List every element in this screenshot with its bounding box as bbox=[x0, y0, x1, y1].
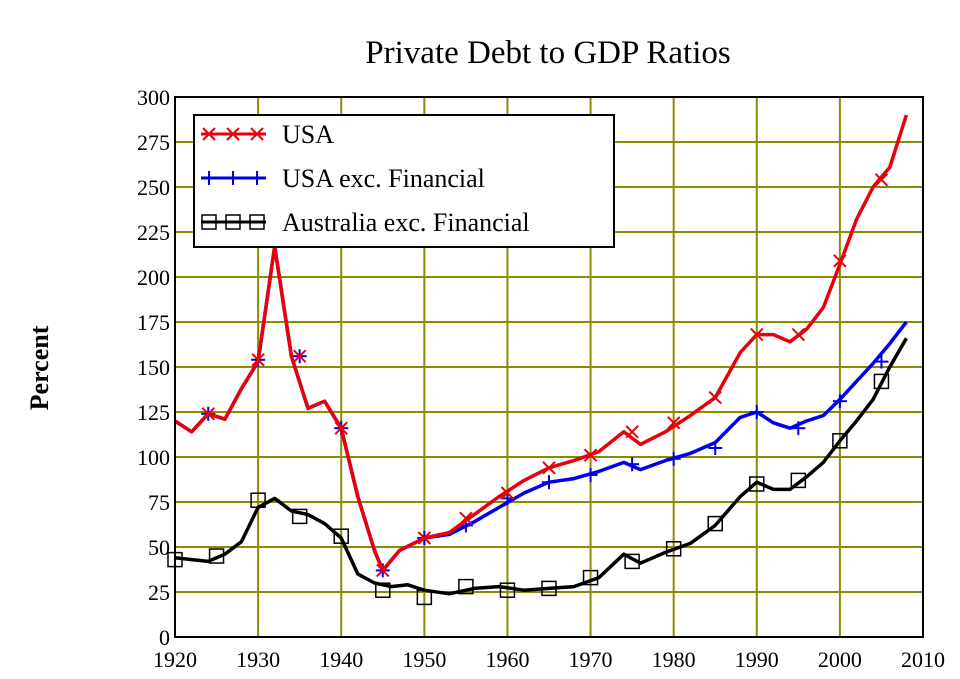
series-lines bbox=[167, 114, 909, 606]
data-point bbox=[542, 461, 556, 475]
data-point bbox=[292, 349, 307, 363]
data-point bbox=[291, 508, 308, 525]
data-point bbox=[251, 353, 265, 367]
legend: USA USA exc. Financial Australia exc. Fina… bbox=[193, 114, 615, 248]
data-point bbox=[499, 582, 516, 598]
legend-label: Australia exc. Financial bbox=[282, 208, 530, 237]
data-point bbox=[624, 553, 640, 570]
data-point bbox=[625, 425, 639, 439]
y-tick-label: 225 bbox=[137, 220, 170, 245]
series-australia-exc-financial bbox=[167, 337, 908, 606]
data-point bbox=[666, 416, 681, 430]
legend-marker bbox=[249, 214, 265, 230]
data-point bbox=[458, 578, 474, 595]
x-tick-label: 1950 bbox=[402, 647, 446, 672]
data-point bbox=[500, 486, 515, 500]
data-point bbox=[874, 354, 889, 369]
data-point bbox=[333, 528, 349, 544]
data-point bbox=[750, 327, 764, 342]
series-line bbox=[174, 337, 908, 596]
y-axis-ticks: 0 25 50 75 100 125 150 175 200 225 250 275 300 bbox=[137, 85, 170, 650]
y-tick-label: 100 bbox=[137, 445, 170, 470]
legend-item: USA exc. Financial bbox=[201, 164, 485, 193]
data-point bbox=[708, 390, 722, 405]
y-tick-label: 75 bbox=[148, 490, 170, 515]
x-tick-label: 1920 bbox=[153, 647, 197, 672]
y-tick-label: 50 bbox=[148, 535, 170, 560]
legend-item: Australia exc. Financial bbox=[201, 208, 530, 237]
data-point bbox=[541, 580, 557, 597]
data-point bbox=[833, 254, 847, 268]
series-line bbox=[174, 114, 909, 573]
data-point bbox=[208, 548, 225, 564]
y-tick-label: 200 bbox=[137, 265, 170, 290]
data-point bbox=[708, 441, 723, 455]
data-point bbox=[790, 472, 807, 489]
data-point bbox=[749, 405, 764, 419]
data-point bbox=[250, 492, 266, 508]
legend-marker bbox=[226, 171, 240, 185]
data-point bbox=[583, 468, 598, 482]
data-point bbox=[582, 569, 599, 586]
data-point bbox=[832, 394, 847, 409]
series-usa bbox=[174, 114, 909, 578]
data-point bbox=[416, 589, 433, 606]
data-point bbox=[832, 433, 848, 449]
data-point bbox=[201, 407, 215, 421]
chart-title: Private Debt to GDP Ratios bbox=[365, 35, 730, 71]
legend-marker bbox=[201, 214, 217, 230]
data-point bbox=[542, 475, 556, 490]
data-point bbox=[749, 476, 765, 492]
y-tick-label: 250 bbox=[137, 175, 170, 200]
y-tick-label: 25 bbox=[148, 580, 170, 605]
data-point bbox=[625, 457, 640, 472]
data-point bbox=[459, 511, 473, 525]
data-point bbox=[666, 451, 681, 466]
data-point bbox=[665, 541, 682, 557]
x-tick-label: 1940 bbox=[319, 647, 363, 672]
legend-marker bbox=[250, 127, 264, 141]
data-point bbox=[375, 582, 391, 598]
x-axis-ticks: 1920 1930 1940 1950 1960 1970 1980 1990 2000 2010 bbox=[153, 647, 945, 672]
legend-marker bbox=[225, 214, 241, 230]
legend-marker bbox=[250, 171, 264, 185]
data-point bbox=[791, 421, 806, 436]
data-point bbox=[417, 531, 432, 545]
data-point bbox=[334, 421, 348, 435]
plot-frame bbox=[174, 96, 924, 638]
legend-marker bbox=[226, 127, 240, 141]
y-tick-label: 150 bbox=[137, 355, 170, 380]
data-point bbox=[376, 563, 390, 578]
data-point bbox=[707, 515, 723, 532]
x-tick-label: 1990 bbox=[735, 647, 779, 672]
x-tick-label: 1930 bbox=[236, 647, 280, 672]
y-axis-label: Percent bbox=[25, 325, 54, 410]
data-point bbox=[874, 173, 889, 187]
y-tick-label: 125 bbox=[137, 400, 170, 425]
legend-marker bbox=[202, 171, 216, 185]
legend-label: USA exc. Financial bbox=[282, 164, 485, 193]
x-tick-label: 2010 bbox=[901, 647, 945, 672]
x-tick-label: 2000 bbox=[818, 647, 862, 672]
y-tick-label: 300 bbox=[137, 85, 170, 110]
series-line bbox=[174, 244, 908, 573]
legend-marker bbox=[202, 127, 216, 141]
legend-item: USA bbox=[201, 120, 334, 149]
data-point bbox=[583, 448, 598, 462]
x-tick-label: 1980 bbox=[652, 647, 696, 672]
x-tick-label: 1960 bbox=[485, 647, 529, 672]
y-tick-label: 275 bbox=[137, 130, 170, 155]
data-point bbox=[873, 373, 890, 390]
x-tick-label: 1970 bbox=[569, 647, 613, 672]
data-point bbox=[791, 327, 806, 342]
y-tick-label: 0 bbox=[159, 625, 170, 650]
y-tick-label: 175 bbox=[137, 310, 170, 335]
legend-label: USA bbox=[282, 120, 334, 149]
